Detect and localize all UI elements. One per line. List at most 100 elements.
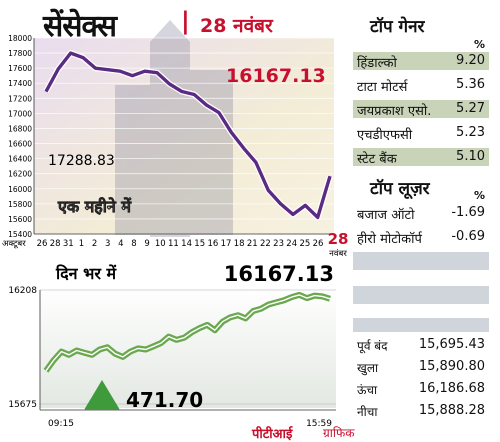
x-tick-label: 9 [144, 239, 149, 249]
y-tick-label: 16600 [8, 140, 32, 149]
intraday-title: दिन भर में [55, 264, 117, 283]
intraday-chart: 16208 15675 09:15 15:59 दिन भर में 16167.13… [8, 262, 336, 429]
period-caption: एक महीने में [57, 197, 132, 216]
x-tick-label: 31 [63, 239, 74, 249]
blank-row [353, 252, 489, 270]
y-tick-label: 16400 [8, 155, 32, 164]
gainers-heading: टॉप गेनर [370, 17, 425, 37]
gainer-row: स्टेट बैंक 5.10 [353, 148, 489, 167]
y-tick-label: 15600 [8, 215, 32, 224]
x-tick-label: 2 [92, 239, 97, 249]
credit-sublabel: ग्राफिक [323, 426, 355, 440]
monthly-chart: 18000 17800 17600 17400 17200 17000 16800 16600… [2, 20, 349, 259]
gainer-row-label: हिंडाल्को [357, 56, 397, 71]
gainer-row-label: टाटा मोटर्स [357, 80, 408, 95]
y-tick-label: 17800 [8, 49, 32, 58]
blank-row [353, 318, 489, 332]
plot-background [34, 38, 334, 234]
x-tick-label: 15 [194, 239, 205, 249]
gainer-row-value: 5.23 [456, 125, 485, 140]
gainer-row-label: स्टेट बैंक [357, 152, 397, 167]
y-tick-label: 16208 [8, 286, 37, 296]
stat-row-value: 15,888.28 [418, 403, 485, 418]
gainer-row: जयप्रकाश एसो. 5.27 [353, 100, 489, 119]
loser-row-value: -1.69 [451, 205, 485, 220]
stat-row-value: 16,186.68 [418, 381, 485, 396]
stat-row: ऊंचा 16,186.68 [353, 380, 489, 398]
x-tick-label: 15:59 [306, 419, 332, 429]
stat-row: पूर्व बंद 15,695.43 [353, 336, 489, 354]
loser-row-label: हीरो मोटोकॉर्प [357, 232, 422, 247]
y-tick-label: 15675 [8, 400, 37, 410]
start-value-label: 17288.83 [48, 153, 115, 169]
x-tick-label: 22 [260, 239, 271, 249]
x-month-end: नवंबर [329, 248, 347, 259]
gainer-row-label: जयप्रकाश एसो. [357, 104, 432, 119]
stat-row-value: 15,890.80 [418, 359, 485, 374]
x-tick-label: 17 [221, 239, 232, 249]
stat-row-label: खुला [357, 361, 379, 375]
x-tick-label: 10 [155, 239, 166, 249]
gainer-row-value: 5.10 [456, 149, 485, 164]
gainer-row: हिंडाल्को 9.20 [353, 52, 489, 71]
loser-row-value: -0.69 [451, 229, 485, 244]
gainer-row-label: एचडीएफसी [357, 128, 413, 143]
gainer-row-value: 5.27 [456, 101, 485, 116]
blank-row [353, 286, 489, 304]
intraday-end-label: 16167.13 [224, 262, 334, 286]
gainer-row: एचडीएफसी 5.23 [353, 124, 489, 143]
x-tick-label: 8 [131, 239, 136, 249]
loser-row-label: बजाज ऑटो [357, 208, 415, 223]
change-value: 471.70 [126, 388, 203, 412]
x-tick-label: 25 [299, 239, 310, 249]
x-tick-label: 4 [118, 239, 123, 249]
y-tick-label: 15800 [8, 200, 32, 209]
x-month-start: अक्टूबर [2, 239, 26, 249]
x-tick-label: 26 [313, 239, 324, 249]
x-tick-label: 14 [181, 239, 192, 249]
y-tick-label: 17400 [8, 79, 32, 88]
y-tick-label: 16800 [8, 124, 32, 133]
stat-row-label: नीचा [357, 405, 378, 419]
end-value-label: 16167.13 [226, 65, 326, 87]
x-tick-label: 09:15 [48, 419, 74, 429]
y-tick-label: 17000 [8, 109, 32, 118]
title-date: 28 नवंबर [200, 15, 273, 37]
y-tick-label: 17200 [8, 94, 32, 103]
loser-row: बजाज ऑटो -1.69 [353, 204, 489, 223]
intraday-plot-background [40, 286, 336, 408]
y-tick-label: 18000 [8, 34, 32, 43]
stat-row-value: 15,695.43 [418, 337, 485, 352]
y-tick-label: 16000 [8, 185, 32, 194]
up-arrow-icon [84, 380, 120, 410]
gainer-row: टाटा मोटर्स 5.36 [353, 76, 489, 95]
gainers-unit: % [474, 38, 486, 51]
intraday-line [45, 294, 331, 372]
x-tick-label: 26 [37, 239, 48, 249]
x-tick-label: 23 [273, 239, 284, 249]
credit-label: पीटीआई [252, 427, 293, 442]
x-tick-label: 3 [105, 239, 110, 249]
stat-row: नीचा 15,888.28 [353, 402, 489, 420]
y-tick-label: 16200 [8, 170, 32, 179]
x-tick-label: 11 [168, 239, 179, 249]
losers-unit: % [474, 189, 486, 202]
x-tick-label: 28 [50, 239, 61, 249]
x-tick-label: 21 [247, 239, 258, 249]
x-end-day: 28 [328, 230, 349, 248]
title-separator: | [181, 7, 190, 35]
x-tick-label: 1 [79, 239, 84, 249]
x-tick-label: 18 [234, 239, 245, 249]
gainer-row-value: 5.36 [456, 77, 485, 92]
stat-row: खुला 15,890.80 [353, 358, 489, 376]
gainer-row-value: 9.20 [456, 53, 485, 68]
y-tick-label: 17600 [8, 64, 32, 73]
stat-row-label: पूर्व बंद [357, 339, 388, 353]
x-tick-label: 16 [207, 239, 218, 249]
series-line [44, 51, 332, 220]
stat-row-label: ऊंचा [357, 383, 378, 397]
y-tick-label: 15400 [8, 230, 32, 239]
losers-heading: टॉप लूज़र [370, 179, 430, 199]
x-tick-label: 24 [286, 239, 297, 249]
loser-row: हीरो मोटोकॉर्प -0.69 [353, 228, 489, 247]
